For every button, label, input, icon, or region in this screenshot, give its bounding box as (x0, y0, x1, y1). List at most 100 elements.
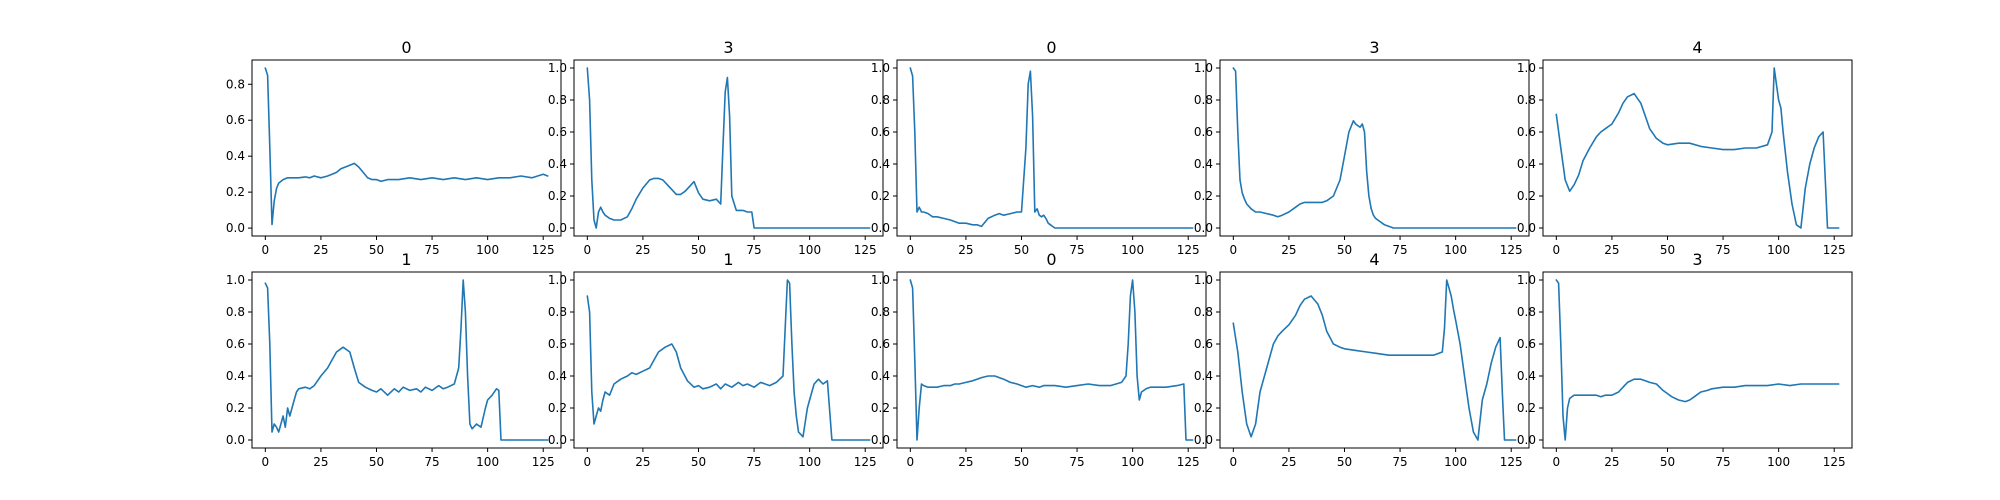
y-tick-label: 1.0 (1194, 273, 1213, 287)
subplot-7: 1 0 25 50 75 100 125 0.0 0.2 0.4 0.6 0.8 1.0 (548, 250, 884, 469)
x-tick-label: 0 (1230, 455, 1238, 469)
x-tick-label: 100 (1121, 243, 1144, 257)
y-tick-label: 0.8 (548, 305, 567, 319)
x-tick-label: 25 (958, 455, 973, 469)
y-tick-label: 1.0 (226, 273, 245, 287)
x-tick-label: 100 (476, 455, 499, 469)
x-tick-label: 75 (1069, 455, 1084, 469)
x-tick-label: 100 (798, 243, 821, 257)
x-tick-label: 100 (476, 243, 499, 257)
y-tick-label: 0.0 (871, 433, 890, 447)
y-tick-label: 0.4 (871, 369, 890, 383)
x-tick-label: 0 (262, 243, 270, 257)
y-tick-label: 0.4 (226, 369, 245, 383)
series-line (1232, 67, 1517, 229)
series-line (264, 279, 549, 441)
y-tick-label: 0.4 (871, 157, 890, 171)
x-tick-label: 125 (854, 455, 877, 469)
x-tick-label: 75 (1715, 243, 1730, 257)
subplot-title: 0 (401, 38, 411, 57)
x-tick-label: 50 (369, 455, 384, 469)
y-tick-label: 0.8 (1194, 93, 1213, 107)
x-tick-label: 125 (1500, 455, 1523, 469)
x-tick-label: 75 (424, 455, 439, 469)
subplot-8: 0 0 25 50 75 100 125 0.0 0.2 0.4 0.6 0.8 1.0 (871, 250, 1207, 469)
subplot-1: 0 0 25 50 75 100 125 0.0 0.2 0.4 0.6 0.8 (226, 38, 562, 257)
subplot-title: 3 (723, 38, 733, 57)
y-tick-label: 1.0 (1517, 61, 1536, 75)
y-tick-label: 0.8 (226, 305, 245, 319)
x-tick-label: 125 (532, 243, 555, 257)
y-tick-label: 0.6 (871, 125, 890, 139)
x-tick-label: 50 (1014, 455, 1029, 469)
axes-frame (1542, 271, 1853, 449)
series-line (1555, 279, 1840, 441)
series-line (586, 279, 871, 441)
y-tick-label: 1.0 (1517, 273, 1536, 287)
y-tick-label: 0.8 (871, 305, 890, 319)
y-tick-label: 0.2 (1517, 189, 1536, 203)
subplot-title: 0 (1046, 38, 1056, 57)
series-line (909, 279, 1194, 441)
y-tick-label: 0.2 (1194, 189, 1213, 203)
x-tick-label: 75 (1392, 243, 1407, 257)
axes-frame (896, 59, 1207, 237)
x-tick-label: 50 (369, 243, 384, 257)
y-tick-label: 0.4 (1517, 157, 1536, 171)
x-tick-label: 25 (1604, 243, 1619, 257)
y-tick-label: 0.6 (1517, 337, 1536, 351)
x-tick-label: 100 (1767, 455, 1790, 469)
y-tick-label: 0.8 (1517, 93, 1536, 107)
axes-frame (896, 271, 1207, 449)
y-tick-label: 0.8 (548, 93, 567, 107)
x-tick-label: 100 (798, 455, 821, 469)
x-tick-label: 50 (1660, 243, 1675, 257)
x-tick-label: 0 (1553, 243, 1561, 257)
y-tick-label: 0.2 (1194, 401, 1213, 415)
y-tick-label: 0.6 (1194, 125, 1213, 139)
x-tick-label: 25 (313, 243, 328, 257)
y-tick-label: 0.6 (1194, 337, 1213, 351)
series-line (264, 67, 549, 226)
y-tick-label: 0.0 (226, 221, 245, 235)
x-tick-label: 125 (1823, 243, 1846, 257)
x-tick-label: 0 (1230, 243, 1238, 257)
subplot-title: 4 (1692, 38, 1702, 57)
y-tick-label: 1.0 (548, 61, 567, 75)
y-tick-label: 0.6 (548, 125, 567, 139)
y-tick-label: 0.2 (1517, 401, 1536, 415)
y-tick-label: 1.0 (871, 273, 890, 287)
x-tick-label: 75 (746, 243, 761, 257)
x-tick-label: 75 (746, 455, 761, 469)
series-line (1232, 279, 1517, 441)
y-tick-label: 0.4 (1194, 369, 1213, 383)
series-line (1555, 67, 1840, 229)
x-tick-label: 25 (635, 455, 650, 469)
x-tick-label: 50 (1014, 243, 1029, 257)
y-tick-label: 1.0 (871, 61, 890, 75)
x-tick-label: 100 (1444, 455, 1467, 469)
axes-frame (573, 271, 884, 449)
x-tick-label: 125 (1500, 243, 1523, 257)
series-line (909, 67, 1194, 229)
x-tick-label: 75 (1715, 455, 1730, 469)
y-tick-label: 0.0 (226, 433, 245, 447)
axes-frame (1219, 59, 1530, 237)
y-tick-label: 0.0 (1194, 221, 1213, 235)
subplot-title: 0 (1046, 250, 1056, 269)
subplot-title: 3 (1692, 250, 1702, 269)
x-tick-label: 0 (907, 455, 915, 469)
y-tick-label: 0.0 (1194, 433, 1213, 447)
axes-frame (1542, 59, 1853, 237)
x-tick-label: 25 (1604, 455, 1619, 469)
axes-frame (573, 59, 884, 237)
y-tick-label: 0.2 (548, 401, 567, 415)
y-tick-label: 0.2 (871, 401, 890, 415)
y-tick-label: 0.4 (548, 157, 567, 171)
x-tick-label: 100 (1444, 243, 1467, 257)
y-tick-label: 0.6 (871, 337, 890, 351)
y-tick-label: 0.2 (871, 189, 890, 203)
y-tick-label: 0.6 (548, 337, 567, 351)
y-tick-label: 0.2 (226, 185, 245, 199)
